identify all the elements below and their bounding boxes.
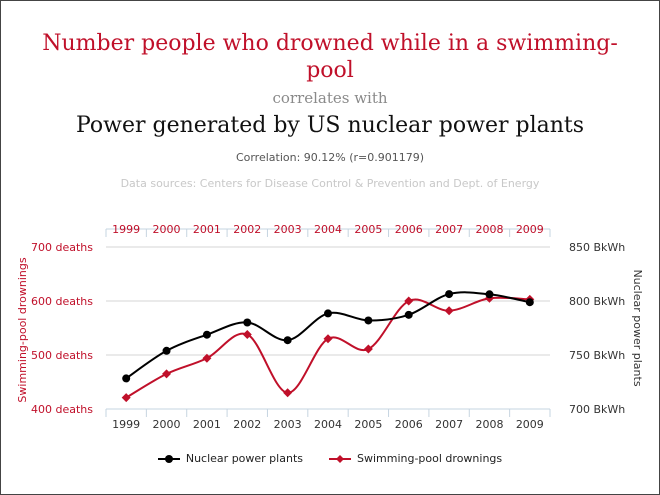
- correlation-label: Correlation: 90.12% (r=0.901179): [235, 151, 425, 164]
- data-point-drownings: [283, 388, 293, 398]
- data-point-nuclear: [324, 309, 332, 318]
- data-point-drownings: [162, 369, 172, 379]
- data-point-drownings: [202, 353, 212, 363]
- y-right-tick-label: 750 BkWh: [569, 349, 625, 362]
- x-tick-label-top: 2008: [475, 223, 503, 236]
- data-point-nuclear: [243, 318, 252, 327]
- data-point-drownings: [363, 344, 373, 354]
- x-tick-label-top: 2000: [153, 223, 181, 236]
- data-point-nuclear: [202, 330, 211, 339]
- x-tick-label-bottom: 2004: [314, 418, 342, 431]
- x-tick-label-top: 2006: [395, 223, 423, 236]
- x-tick-label-bottom: 2007: [435, 418, 463, 431]
- y-left-tick-label: 500 deaths: [31, 349, 93, 362]
- y-left-tick-label: 400 deaths: [31, 403, 93, 416]
- data-point-drownings: [323, 334, 333, 344]
- data-point-nuclear: [283, 336, 292, 345]
- x-tick-label-bottom: 2003: [274, 418, 302, 431]
- legend-label-nuclear: Nuclear power plants: [185, 452, 303, 465]
- legend-marker-drownings: [328, 454, 351, 463]
- x-tick-label-bottom: 1999: [112, 418, 140, 431]
- x-tick-label-top: 2009: [516, 223, 544, 236]
- y-right-tick-label: 850 BkWh: [569, 241, 625, 254]
- correlates-label: correlates with: [272, 89, 388, 107]
- data-point-nuclear: [404, 310, 413, 319]
- x-tick-label-bottom: 2006: [395, 418, 423, 431]
- data-point-nuclear: [122, 374, 131, 383]
- x-tick-label-top: 2004: [314, 223, 342, 236]
- data-point-nuclear: [364, 316, 373, 325]
- data-point-nuclear: [445, 290, 454, 299]
- data-point-drownings: [121, 393, 131, 403]
- x-tick-label-bottom: 2008: [475, 418, 503, 431]
- data-point-nuclear: [162, 346, 171, 355]
- x-tick-label-bottom: 2001: [193, 418, 221, 431]
- x-tick-label-top: 2005: [354, 223, 382, 236]
- data-point-nuclear: [525, 298, 534, 307]
- x-tick-label-bottom: 2005: [354, 418, 382, 431]
- y-right-tick-label: 800 BkWh: [569, 295, 625, 308]
- chart-legend: Nuclear power plants Swimming-pool drown…: [0, 452, 660, 465]
- x-tick-label-top: 1999: [112, 223, 140, 236]
- y-left-axis-title: Swimming-pool drownings: [16, 257, 29, 402]
- y-left-tick-label: 700 deaths: [31, 241, 93, 254]
- data-point-drownings: [242, 329, 252, 339]
- x-tick-label-top: 2003: [274, 223, 302, 236]
- x-tick-label-top: 2002: [233, 223, 261, 236]
- chart-title-top: Number people who drowned while in a swi…: [42, 31, 618, 83]
- x-tick-label-bottom: 2009: [516, 418, 544, 431]
- data-point-nuclear: [485, 290, 494, 299]
- legend-marker-nuclear: [157, 454, 180, 463]
- x-tick-label-bottom: 2000: [153, 418, 181, 431]
- y-right-tick-label: 700 BkWh: [569, 403, 625, 416]
- y-left-tick-label: 600 deaths: [31, 295, 93, 308]
- legend-item-nuclear[interactable]: Nuclear power plants: [157, 452, 303, 465]
- x-tick-label-top: 2007: [435, 223, 463, 236]
- y-right-axis-title: Nuclear power plants: [631, 269, 644, 386]
- data-sources-label: Data sources: Centers for Disease Contro…: [120, 177, 540, 190]
- legend-item-drownings[interactable]: Swimming-pool drownings: [328, 452, 503, 465]
- chart-title-bottom: Power generated by US nuclear power plan…: [75, 113, 585, 138]
- legend-label-drownings: Swimming-pool drownings: [356, 452, 503, 465]
- data-point-drownings: [404, 296, 414, 306]
- x-tick-label-top: 2001: [193, 223, 221, 236]
- x-tick-label-bottom: 2002: [233, 418, 261, 431]
- data-point-drownings: [444, 306, 454, 316]
